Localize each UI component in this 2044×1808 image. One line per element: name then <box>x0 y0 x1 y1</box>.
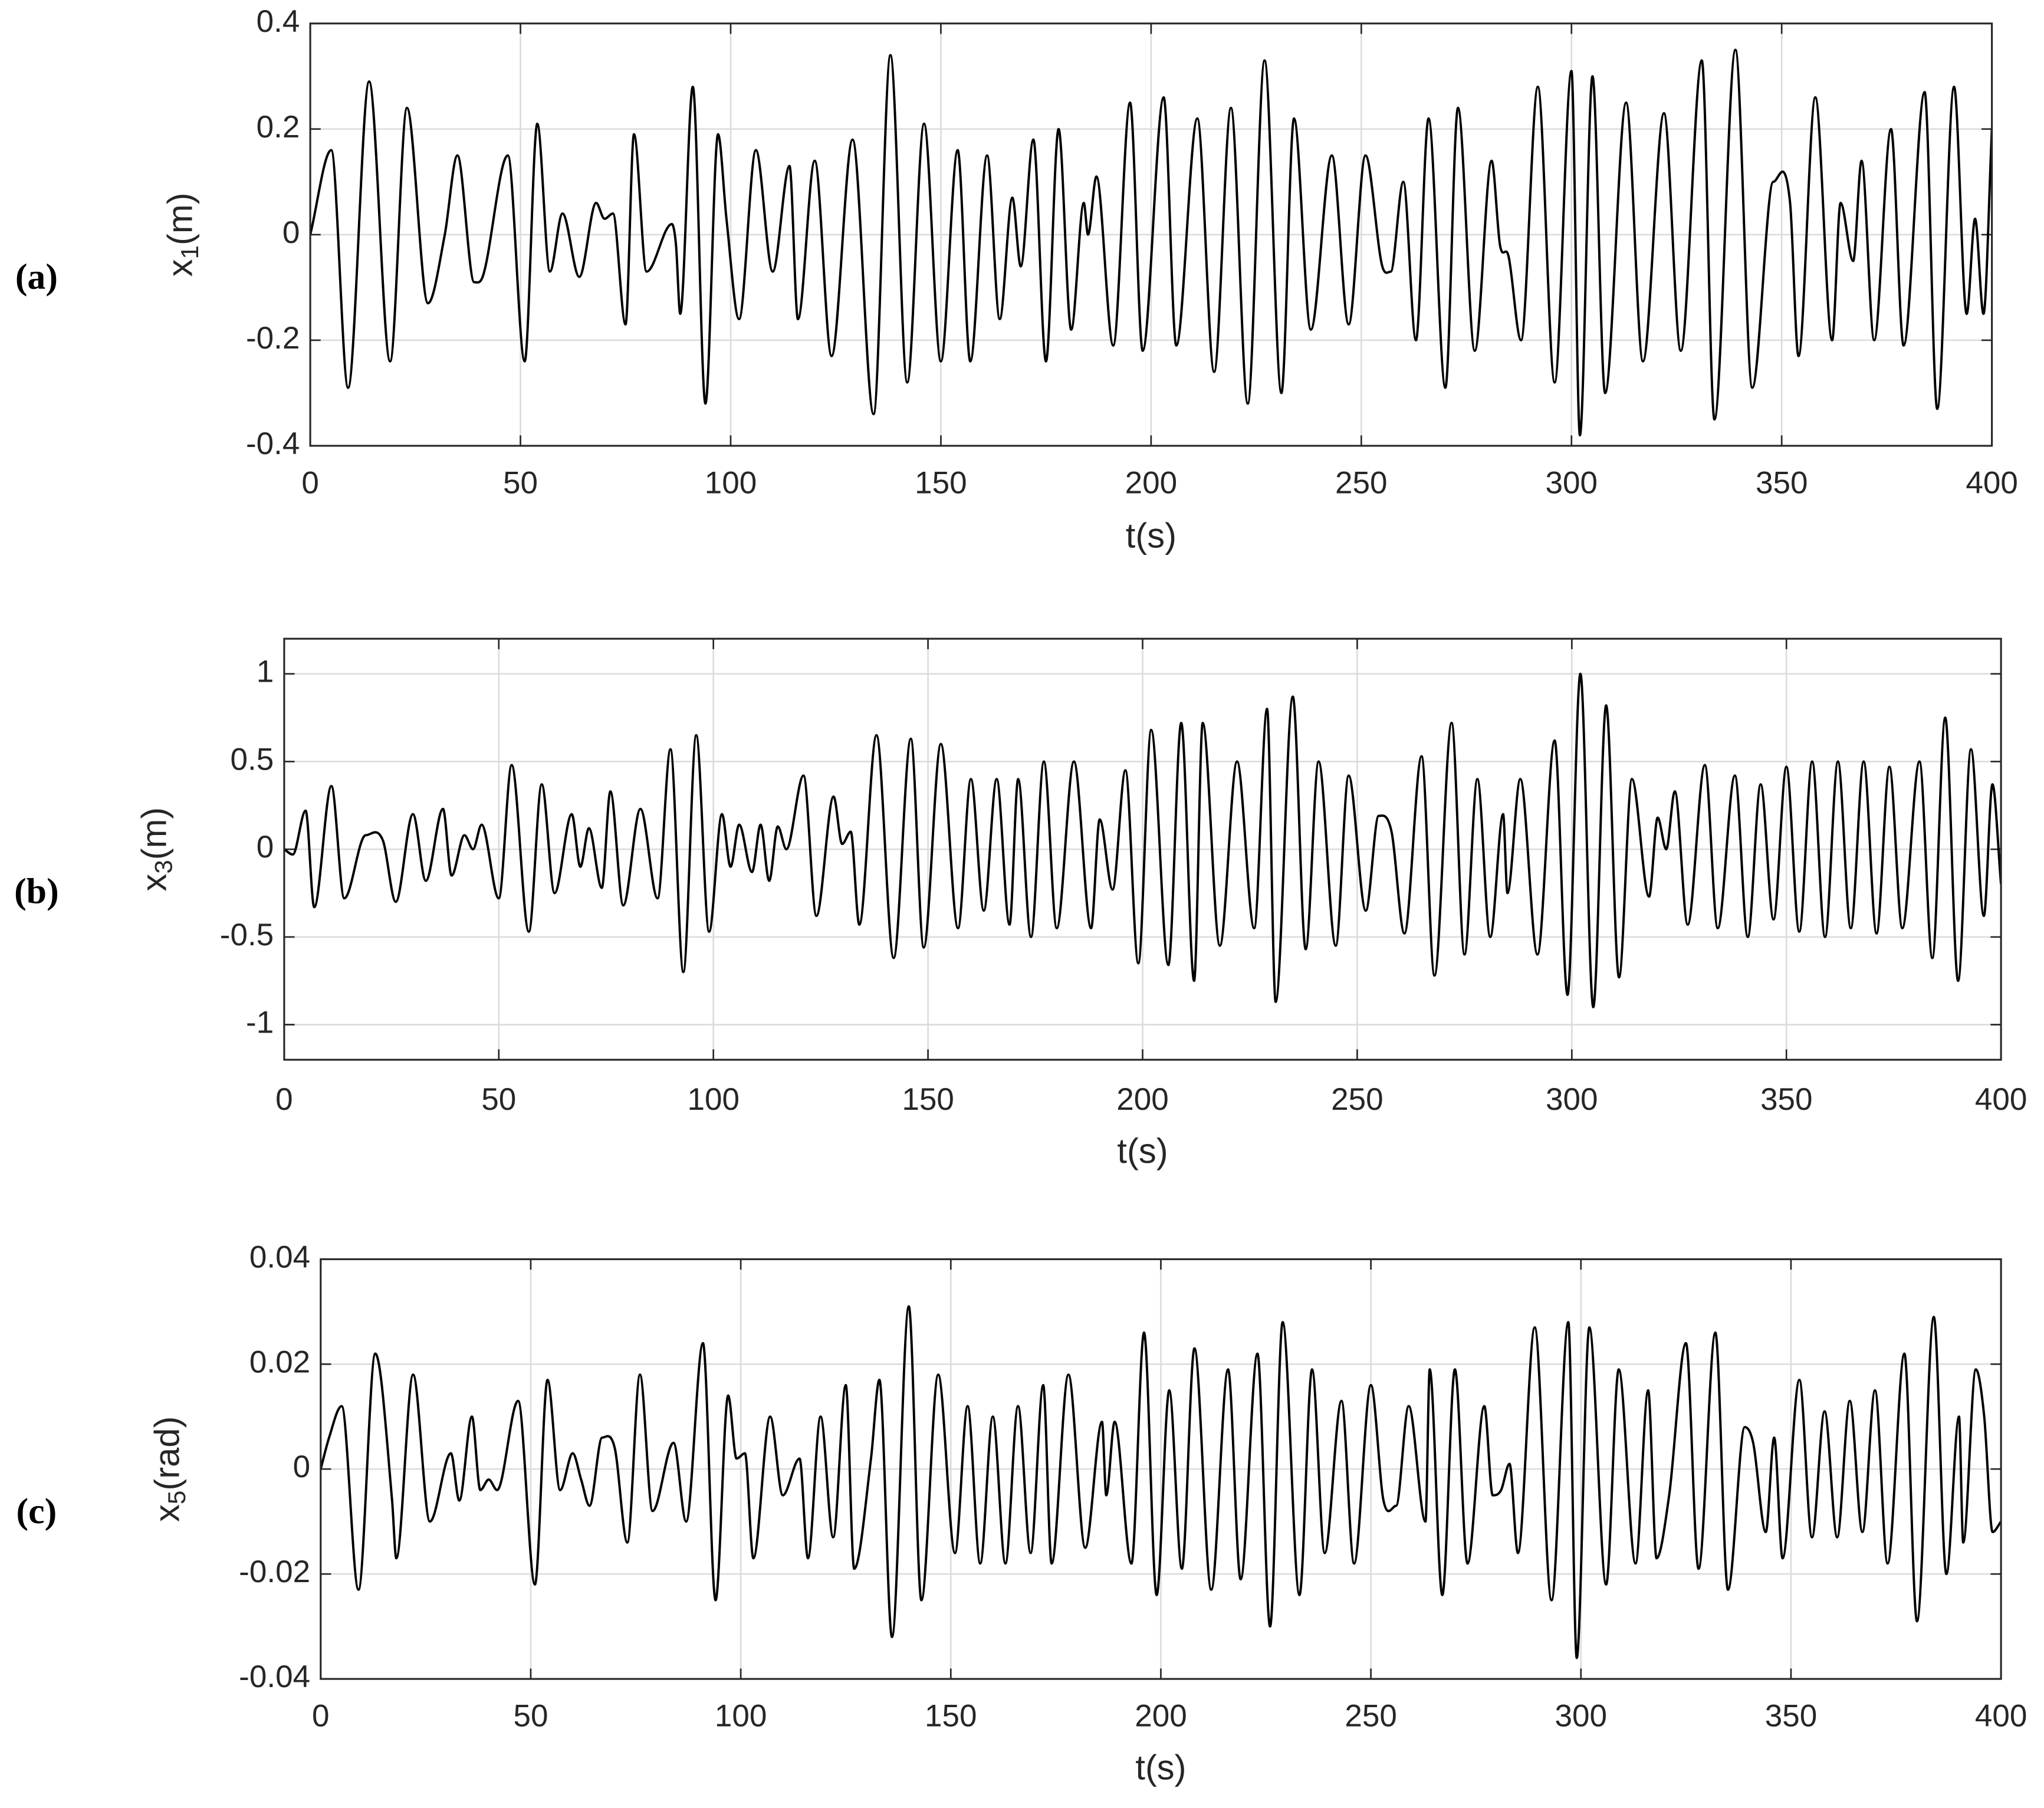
x-tick-label: 300 <box>1546 1082 1598 1117</box>
y-tick-label: 0.04 <box>249 1240 310 1274</box>
x-tick-label: 400 <box>1966 465 2018 500</box>
subplot: 0 50 100 150 200 250 300 350 400 -0.04 -0.02 0 0.02 0… <box>17 1240 2027 1787</box>
y-tick-label: 0 <box>257 830 274 864</box>
y-label-unit: (m) <box>160 193 199 245</box>
y-axis-label: x1(m) <box>160 193 203 277</box>
data-line <box>284 672 2002 1008</box>
y-axis-label: x3(m) <box>134 807 178 892</box>
y-label-subscript: 5 <box>163 1491 190 1504</box>
x-tick-label: 350 <box>1756 465 1808 500</box>
y-tick-label: -0.4 <box>246 426 300 461</box>
y-tick-label: -0.5 <box>220 918 274 952</box>
x-tick-label: 50 <box>481 1082 516 1117</box>
plot-frame <box>309 22 1993 447</box>
panel-label: (b) <box>14 872 59 912</box>
y-tick-label: -0.02 <box>239 1554 310 1589</box>
x-tick-label: 200 <box>1125 465 1178 500</box>
y-label-symbol: x <box>134 873 173 891</box>
y-tick-label: 0.02 <box>249 1345 310 1379</box>
plot-frame <box>283 637 2002 1061</box>
x-tick-label: 350 <box>1765 1698 1818 1733</box>
x-tick-label: 150 <box>915 465 967 500</box>
x-tick-label: 0 <box>301 465 319 500</box>
x-tick-label: 250 <box>1345 1698 1397 1733</box>
x-tick-label: 200 <box>1116 1082 1169 1117</box>
x-axis-label: t(s) <box>1135 1748 1186 1787</box>
data-line <box>320 1305 2002 1659</box>
data-line <box>310 48 1992 437</box>
x-tick-label: 400 <box>1975 1082 2027 1117</box>
y-tick-label: -0.2 <box>246 321 300 356</box>
y-tick-label: 0 <box>282 215 300 250</box>
x-tick-label: 400 <box>1975 1698 2027 1733</box>
x-tick-label: 100 <box>705 465 757 500</box>
x-tick-label: 50 <box>513 1698 548 1733</box>
y-label-unit: (rad) <box>147 1416 186 1491</box>
x-tick-label: 350 <box>1760 1082 1813 1117</box>
y-label-subscript: 3 <box>150 860 178 873</box>
x-tick-label: 50 <box>503 465 538 500</box>
panel-label: (c) <box>17 1491 57 1531</box>
x-tick-label: 150 <box>925 1698 977 1733</box>
y-tick-label: 0 <box>293 1449 311 1484</box>
y-axis-label: x5(rad) <box>147 1416 190 1522</box>
x-tick-label: 0 <box>275 1082 293 1117</box>
y-tick-label: 0.2 <box>257 110 300 144</box>
y-tick-label: 0.4 <box>257 4 300 39</box>
y-label-symbol: x <box>160 259 199 277</box>
x-tick-label: 300 <box>1555 1698 1608 1733</box>
x-tick-label: 0 <box>312 1698 330 1733</box>
panel-label: (a) <box>15 257 58 297</box>
x-axis-label: t(s) <box>1126 516 1177 555</box>
x-tick-label: 250 <box>1335 465 1388 500</box>
y-tick-label: -0.04 <box>239 1659 310 1694</box>
x-tick-label: 100 <box>687 1082 740 1117</box>
x-tick-label: 250 <box>1331 1082 1384 1117</box>
y-tick-label: 1 <box>257 655 274 689</box>
x-tick-label: 300 <box>1546 465 1598 500</box>
y-label-symbol: x <box>147 1504 186 1522</box>
x-tick-label: 100 <box>715 1698 767 1733</box>
y-label-unit: (m) <box>134 807 173 860</box>
y-tick-label: 0.5 <box>230 742 274 777</box>
subplot: 0 50 100 150 200 250 300 350 400 -1 -0.5 0 0.5 1 t(s) x… <box>14 637 2027 1171</box>
y-label-subscript: 1 <box>176 245 203 259</box>
x-tick-label: 150 <box>902 1082 954 1117</box>
y-tick-label: -1 <box>246 1005 274 1040</box>
x-tick-label: 200 <box>1135 1698 1187 1733</box>
subplot: 0 50 100 150 200 250 300 350 400 -0.4 -0.2 0 0.2 0.4 t… <box>15 4 2018 555</box>
plot-frame <box>320 1258 2002 1680</box>
figure-content: 0 50 100 150 200 250 300 350 400-0.4-0.200.20.4t… <box>14 4 2027 1787</box>
x-axis-label: t(s) <box>1117 1131 1168 1171</box>
